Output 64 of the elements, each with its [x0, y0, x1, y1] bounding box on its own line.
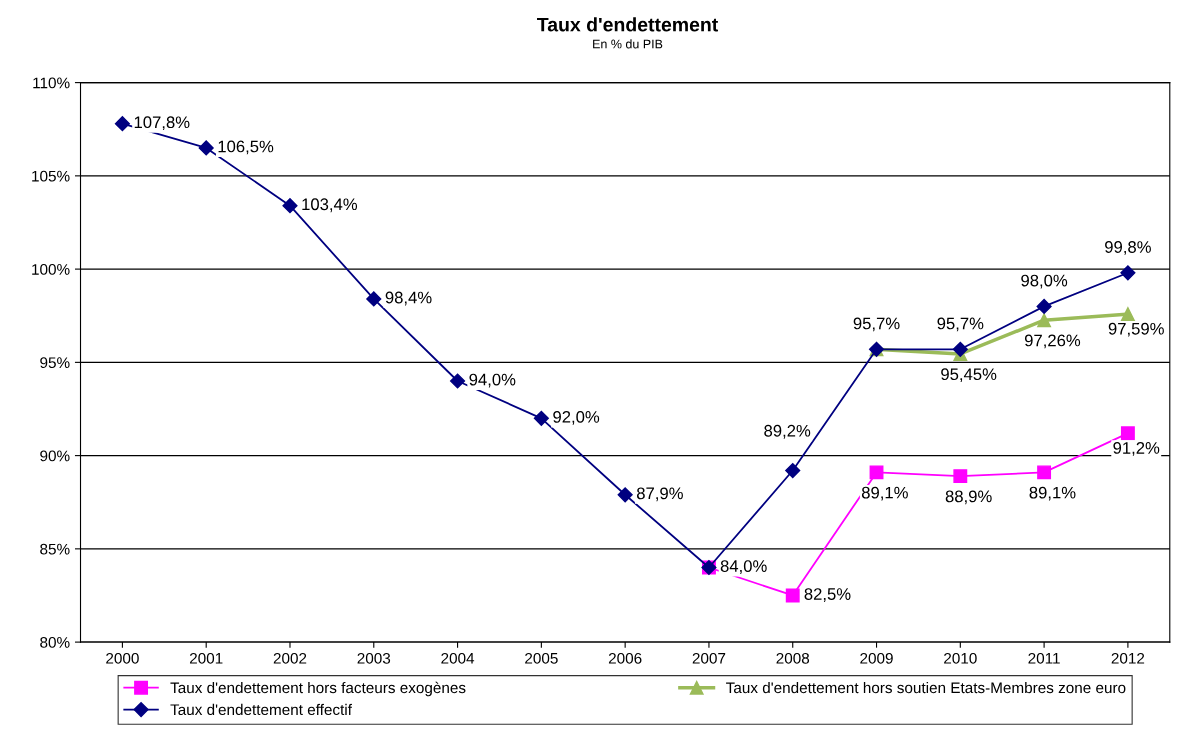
y-tick-label: 100% — [32, 263, 70, 275]
data-label: 107,8% — [134, 116, 190, 131]
data-label: 106,5% — [218, 140, 274, 155]
x-tick-label: 2006 — [608, 652, 642, 664]
point — [533, 410, 549, 426]
x-tick-label: 2001 — [189, 652, 223, 664]
y-tick-label: 80% — [40, 636, 70, 648]
x-tick-label: 2000 — [106, 652, 139, 664]
x-tick-label: 2007 — [692, 652, 726, 664]
point — [869, 465, 884, 480]
x-tick-label: 2009 — [860, 652, 893, 664]
data-label: 89,2% — [764, 424, 811, 439]
point — [198, 140, 214, 156]
point — [1120, 265, 1136, 281]
point — [282, 198, 298, 214]
legend-label: Taux d'endettement effectif — [170, 703, 352, 716]
data-label: 95,7% — [937, 317, 984, 332]
data-label: 89,1% — [1029, 486, 1076, 501]
point — [1037, 465, 1052, 480]
point — [785, 588, 800, 603]
data-label: 87,9% — [636, 487, 683, 502]
point — [1120, 426, 1135, 441]
x-tick-label: 2010 — [944, 652, 977, 664]
x-tick-label: 2008 — [776, 652, 810, 664]
point — [617, 487, 633, 503]
x-tick-label: 2005 — [525, 652, 558, 664]
point — [953, 469, 968, 484]
x-tick-label: 2004 — [441, 652, 475, 664]
data-label: 98,4% — [385, 291, 432, 306]
point — [1120, 307, 1135, 321]
x-tick-label: 2002 — [273, 652, 307, 664]
point — [450, 373, 466, 389]
point — [366, 291, 382, 307]
chart-title: Taux d'endettement — [537, 17, 719, 32]
data-label: 97,26% — [1024, 334, 1081, 349]
data-label: 92,0% — [553, 410, 600, 425]
data-label: 95,7% — [853, 317, 900, 332]
data-label: 84,0% — [720, 560, 767, 574]
data-label: 103,4% — [302, 198, 358, 213]
data-label: 97,59% — [1108, 322, 1164, 337]
legend-label: Taux d'endettement hors facteurs exogènes — [170, 681, 466, 697]
data-label: 91,2% — [1113, 442, 1160, 456]
data-label: 82,5% — [804, 588, 851, 602]
y-tick-label: 90% — [40, 450, 70, 462]
data-label: 94,0% — [469, 373, 516, 388]
data-label: 99,8% — [1105, 241, 1151, 255]
x-tick-label: 2003 — [357, 652, 391, 664]
data-label: 88,9% — [945, 490, 992, 505]
data-label: 98,0% — [1021, 274, 1068, 289]
chart-subtitle: En % du PIB — [593, 39, 663, 49]
legend-label: Taux d'endettement hors soutien Etats-Membres zone euro — [726, 681, 1126, 694]
x-tick-label: 2011 — [1028, 652, 1060, 664]
y-tick-label: 110% — [33, 77, 70, 89]
data-label: 95,45% — [941, 368, 997, 383]
point — [952, 341, 968, 357]
data-label: 89,1% — [861, 486, 908, 501]
y-tick-label: 85% — [40, 543, 70, 555]
y-tick-label: 95% — [40, 357, 70, 369]
point — [1036, 298, 1052, 314]
y-tick-label: 105% — [32, 170, 70, 182]
point — [785, 462, 801, 479]
x-tick-label: 2012 — [1111, 652, 1145, 664]
point — [114, 116, 130, 132]
point — [1037, 313, 1052, 328]
